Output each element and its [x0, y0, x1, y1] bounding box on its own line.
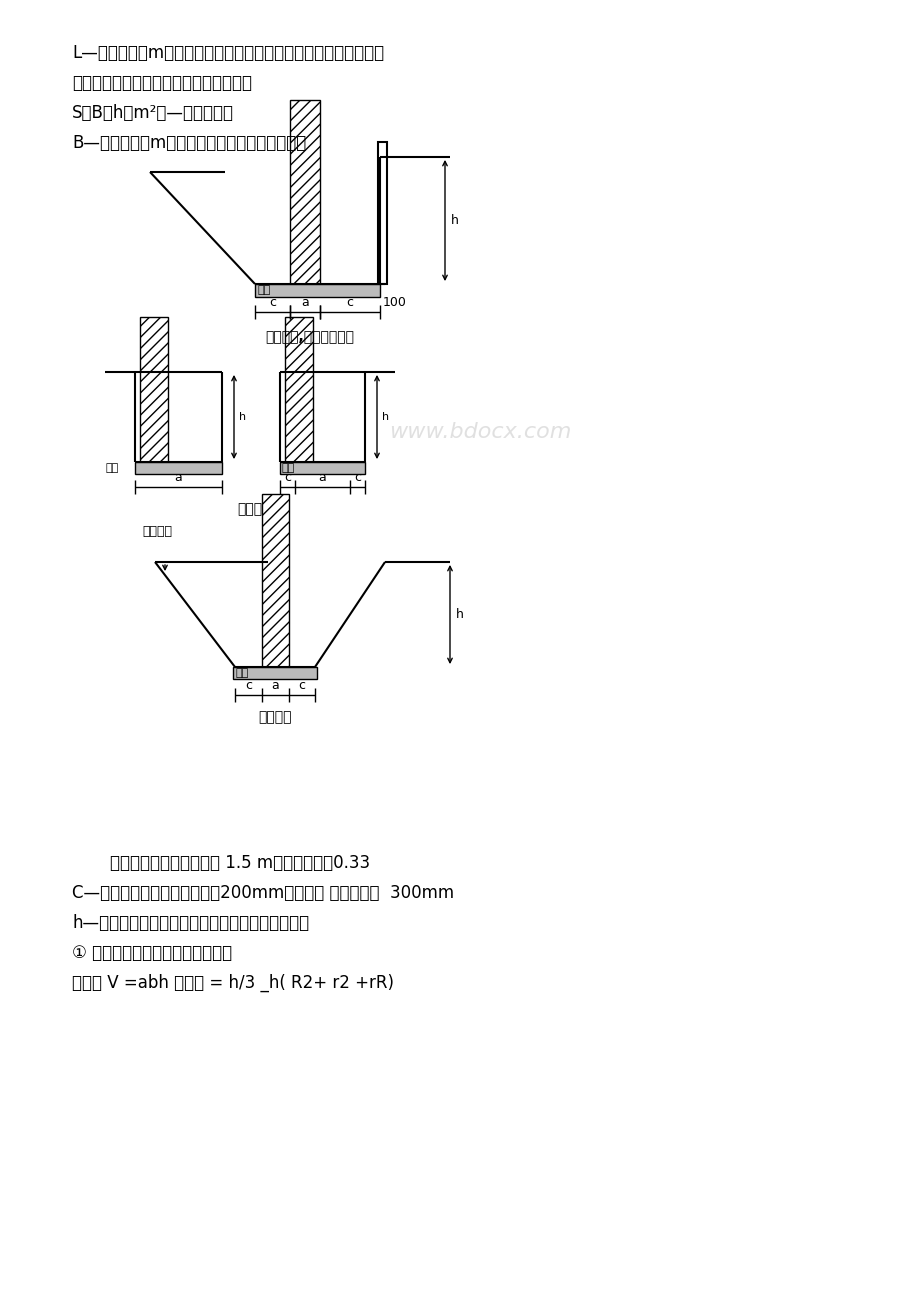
Bar [135, 462, 221, 474]
Text: 长方体 V =abh 倒圆台 = h/3 _h( R2+ r2 +rR): 长方体 V =abh 倒圆台 = h/3 _h( R2+ r2 +rR) [72, 974, 393, 992]
Text: 双面放坡: 双面放坡 [258, 710, 291, 724]
Text: S＝B＊h（m²）—沟槽截面积: S＝B＊h（m²）—沟槽截面积 [72, 104, 233, 122]
Text: C—工作面宽度，砖基础每边：200mm，混凝土 基础每边：  300mm: C—工作面宽度，砖基础每边：200mm，混凝土 基础每边： 300mm [72, 884, 454, 902]
Bar [255, 284, 380, 297]
Text: a: a [301, 296, 309, 309]
Text: c: c [244, 680, 252, 691]
Text: 不放坡: 不放坡 [237, 503, 262, 516]
Text: c: c [284, 471, 290, 484]
Text: c: c [354, 471, 360, 484]
Text: a: a [318, 471, 326, 484]
Text: www.bdocx.com: www.bdocx.com [389, 422, 571, 441]
Text: a: a [271, 680, 279, 691]
Bar [279, 462, 365, 474]
Bar [378, 142, 387, 284]
Text: B—沟槽宽度（m）按设计宽度加工作面宽度计算: B—沟槽宽度（m）按设计宽度加工作面宽度计算 [72, 134, 306, 152]
Text: 100: 100 [382, 296, 406, 309]
Text: a: a [175, 471, 182, 484]
Text: ① 人工挫基坑：按基坑体积计算。: ① 人工挫基坑：按基坑体积计算。 [72, 944, 232, 962]
Text: h: h [456, 608, 463, 621]
Bar [285, 316, 312, 462]
Text: h: h [450, 214, 459, 227]
Text: c: c [346, 296, 353, 309]
Text: c: c [298, 680, 305, 691]
Bar [140, 316, 168, 462]
Text: 室外地坪: 室外地坪 [142, 525, 172, 538]
Bar [289, 100, 320, 284]
Text: 垒层: 垒层 [105, 464, 119, 473]
Text: 人工挫三类土，深度超过 1.5 m，放坡系数＝0.33: 人工挫三类土，深度超过 1.5 m，放坡系数＝0.33 [110, 854, 369, 872]
Bar [262, 493, 289, 667]
Bar [233, 667, 317, 680]
Text: h: h [381, 411, 389, 422]
Text: c: c [268, 296, 276, 309]
Text: h—挫土高度，自垫层下表面至设计室外地啶标高。: h—挫土高度，自垫层下表面至设计室外地啶标高。 [72, 914, 309, 932]
Text: 垒层: 垒层 [257, 285, 271, 296]
Text: 垒层: 垒层 [234, 668, 248, 678]
Text: 基础底宽加工作面宽度之间净长度计算。: 基础底宽加工作面宽度之间净长度计算。 [72, 74, 252, 92]
Text: L—沟槽长度（m），外墙按图示基础中心线长度计算，内墙按图示: L—沟槽长度（m），外墙按图示基础中心线长度计算，内墙按图示 [72, 44, 384, 62]
Text: h: h [239, 411, 246, 422]
Text: 垒层: 垒层 [282, 464, 295, 473]
Text: 单面放坡,单面支挡土板: 单面放坡,单面支挡土板 [266, 329, 354, 344]
